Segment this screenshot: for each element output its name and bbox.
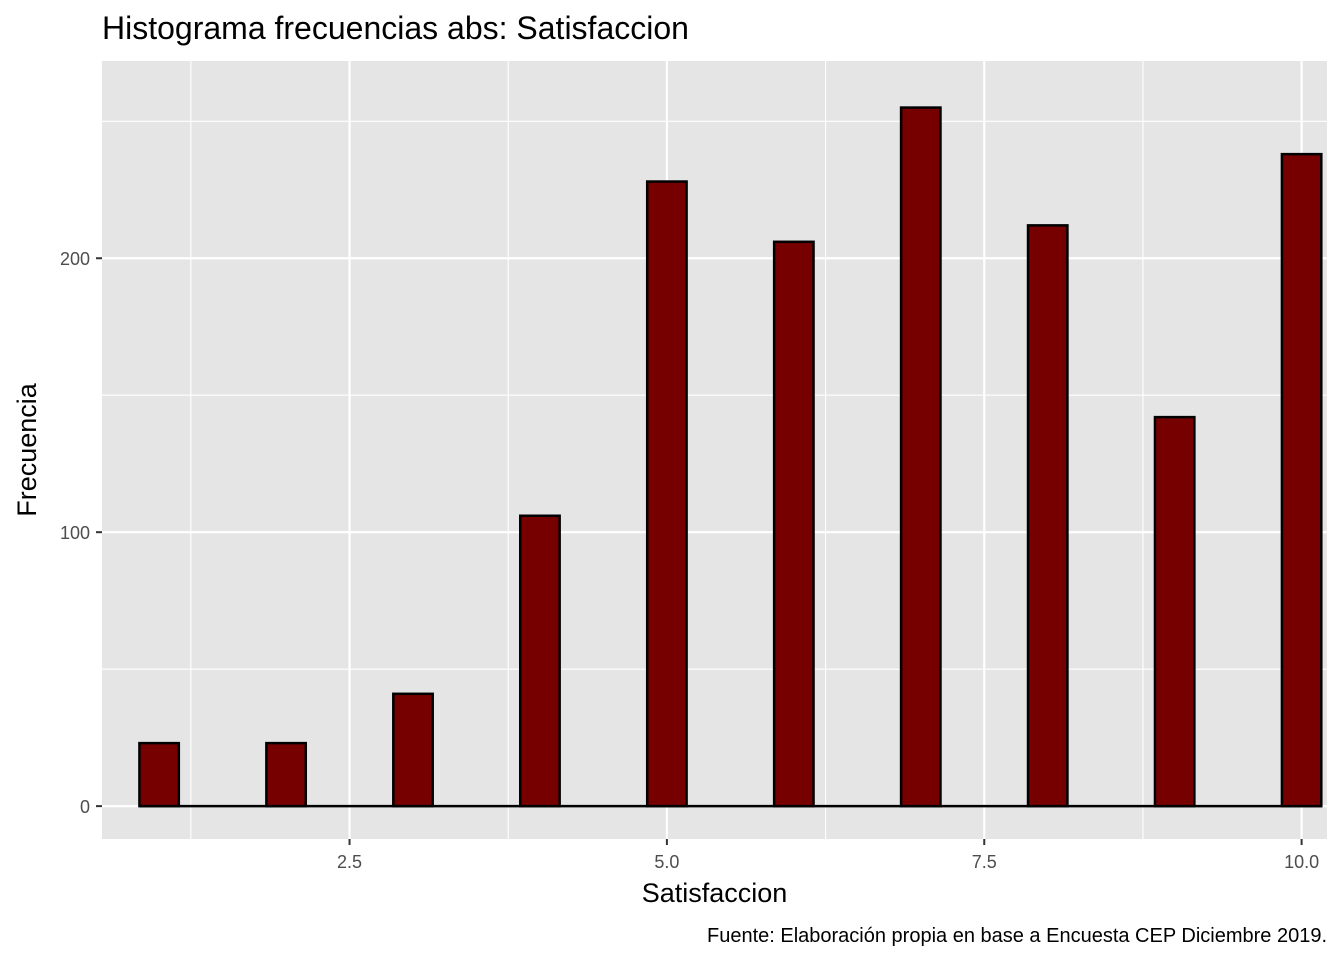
- histogram-bars: [138, 106, 1323, 808]
- y-tick-label: 200: [60, 249, 90, 269]
- histogram-bar: [519, 514, 561, 808]
- histogram-bar: [138, 741, 181, 808]
- x-tick-label: 2.5: [337, 852, 362, 872]
- chart-title: Histograma frecuencias abs: Satisfaccion: [102, 10, 689, 46]
- plot-panel: [102, 61, 1327, 839]
- histogram-bar: [265, 741, 308, 808]
- histogram-bar: [899, 106, 942, 808]
- histogram-bar: [1280, 152, 1323, 808]
- y-tick-label: 100: [60, 523, 90, 543]
- x-axis-title: Satisfaccion: [642, 878, 788, 908]
- y-axis-title: Frecuencia: [12, 382, 42, 517]
- histogram-bar: [1153, 415, 1196, 808]
- chart-caption: Fuente: Elaboración propia en base a Enc…: [707, 925, 1327, 947]
- minor-gridlines: [102, 61, 1327, 839]
- histogram-bar: [392, 692, 434, 808]
- x-tick-label: 5.0: [654, 852, 679, 872]
- histogram-bar: [645, 180, 688, 808]
- y-tick-label: 0: [80, 797, 90, 817]
- x-tick-label: 7.5: [972, 852, 997, 872]
- x-tick-label: 10.0: [1284, 852, 1319, 872]
- histogram-bar: [1026, 224, 1069, 808]
- y-axis-ticks: 0 100 200: [60, 249, 102, 817]
- histogram-bar: [772, 240, 815, 808]
- x-axis-ticks: 2.5 5.0 7.5 10.0: [337, 839, 1319, 872]
